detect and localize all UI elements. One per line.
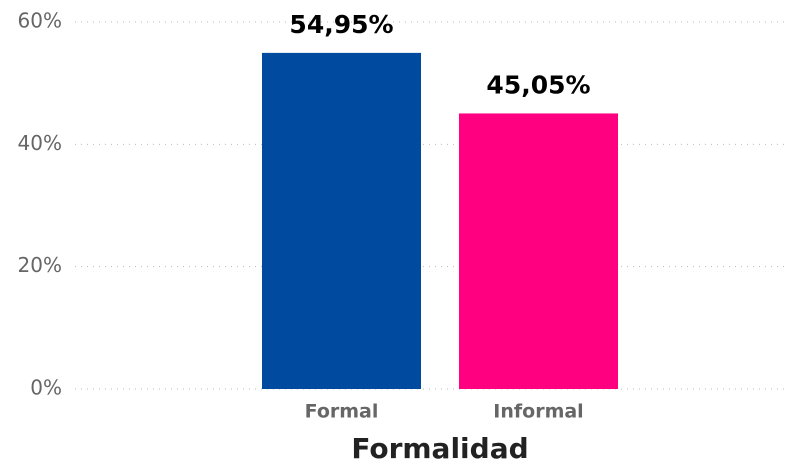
bar <box>459 113 618 390</box>
value-label: 45,05% <box>486 70 590 99</box>
y-tick-label: 40% <box>18 131 62 155</box>
x-tick-label: Formal <box>305 401 379 423</box>
x-axis-title: Formalidad <box>351 432 528 465</box>
bar <box>262 52 421 390</box>
x-tick-label: Informal <box>493 401 583 423</box>
y-tick-label: 20% <box>18 253 62 277</box>
y-tick-label: 0% <box>30 376 62 400</box>
y-tick-label: 60% <box>18 9 62 33</box>
value-label: 54,95% <box>289 10 393 39</box>
